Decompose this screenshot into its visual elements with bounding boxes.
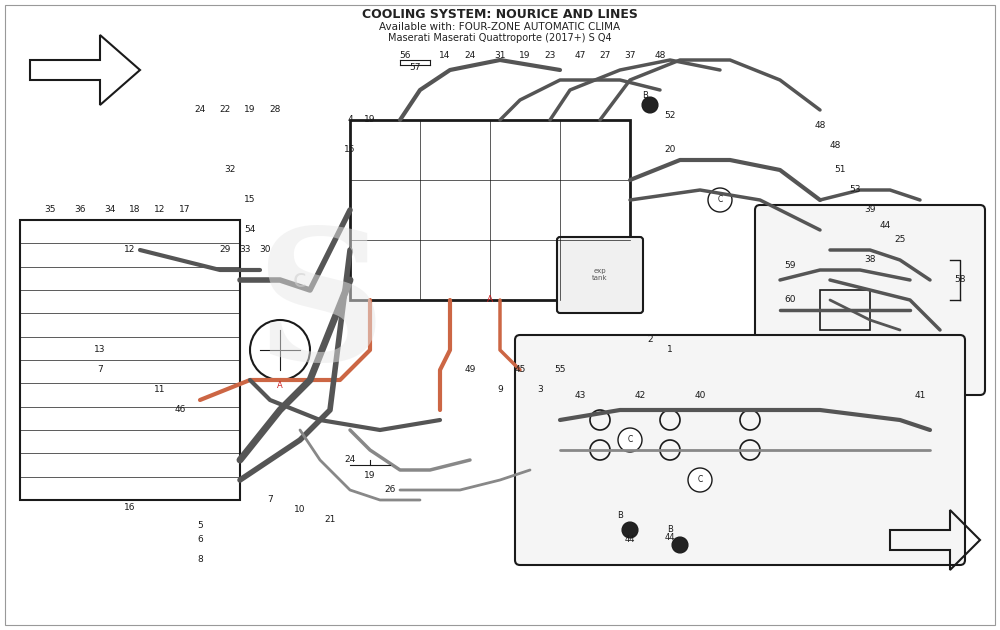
Text: 8: 8 [197,556,203,564]
Text: 30: 30 [259,246,271,255]
Text: C: C [697,476,703,484]
Text: 15: 15 [244,195,256,205]
Text: 13: 13 [94,345,106,355]
Text: c: c [293,268,307,292]
Text: 47: 47 [574,50,586,59]
Text: 55: 55 [554,365,566,374]
Text: Available with: FOUR-ZONE AUTOMATIC CLIMA: Available with: FOUR-ZONE AUTOMATIC CLIM… [379,22,621,32]
Text: C: C [627,435,633,445]
Circle shape [618,428,642,452]
Text: 40: 40 [694,391,706,399]
Text: 38: 38 [864,256,876,265]
Text: 27: 27 [599,50,611,59]
Text: 18: 18 [129,205,141,214]
Text: 4: 4 [347,115,353,125]
Text: 19: 19 [244,105,256,115]
Text: 21: 21 [324,515,336,525]
Text: COOLING SYSTEM: NOURICE AND LINES: COOLING SYSTEM: NOURICE AND LINES [362,8,638,21]
Text: 59: 59 [784,260,796,270]
Circle shape [688,468,712,492]
Circle shape [708,188,732,212]
Text: 53: 53 [849,185,861,195]
Text: 24: 24 [464,50,476,59]
Text: 23: 23 [544,50,556,59]
Text: 29: 29 [219,246,231,255]
Text: 20: 20 [664,146,676,154]
Text: 56: 56 [399,50,411,59]
Text: 42: 42 [634,391,646,399]
Text: 35: 35 [44,205,56,214]
Text: Maserati Maserati Quattroporte (2017+) S Q4: Maserati Maserati Quattroporte (2017+) S… [388,33,612,43]
Text: 49: 49 [464,365,476,374]
Text: 17: 17 [179,205,191,214]
Text: 6: 6 [197,536,203,544]
Text: 31: 31 [494,50,506,59]
Text: B: B [617,510,623,520]
Text: 44: 44 [625,536,635,544]
Text: 51: 51 [834,166,846,175]
Text: 34: 34 [104,205,116,214]
Text: exp
tank: exp tank [592,268,608,282]
Text: 36: 36 [74,205,86,214]
FancyBboxPatch shape [755,205,985,395]
Text: 37: 37 [624,50,636,59]
Text: 39: 39 [864,205,876,214]
Bar [20,220,240,500]
Text: 58: 58 [954,275,966,285]
Text: 5: 5 [197,520,203,529]
Text: 19: 19 [519,50,531,59]
Text: 19: 19 [364,115,376,125]
FancyBboxPatch shape [515,335,965,565]
Text: A: A [277,381,283,389]
Text: 26: 26 [384,486,396,495]
Text: 9: 9 [497,386,503,394]
Text: 10: 10 [294,505,306,515]
Text: 19: 19 [364,471,376,479]
Text: 33: 33 [239,246,251,255]
Circle shape [672,537,688,553]
Text: 48: 48 [829,140,841,149]
Bar [820,290,870,330]
Text: 41: 41 [914,391,926,399]
Text: 28: 28 [269,105,281,115]
Text: 7: 7 [97,365,103,374]
Text: 60: 60 [784,295,796,304]
Text: 14: 14 [439,50,451,59]
Text: 48: 48 [654,50,666,59]
Text: 11: 11 [154,386,166,394]
Text: 43: 43 [574,391,586,399]
FancyBboxPatch shape [557,237,643,313]
Text: C: C [717,195,723,205]
Bar [350,120,630,300]
Text: 24: 24 [194,105,206,115]
Text: 7: 7 [267,496,273,505]
Text: 32: 32 [224,166,236,175]
Text: 44: 44 [665,534,675,542]
Text: S: S [255,222,385,398]
Text: 44: 44 [879,220,891,229]
Text: 16: 16 [124,503,136,512]
Circle shape [622,522,638,538]
Text: 45: 45 [514,365,526,374]
Text: 25: 25 [894,236,906,244]
Text: A: A [487,295,493,304]
Text: 1: 1 [667,345,673,355]
Text: 15: 15 [344,146,356,154]
Text: 54: 54 [244,226,256,234]
Circle shape [642,97,658,113]
Text: 24: 24 [344,455,356,464]
Text: 48: 48 [814,120,826,130]
Text: 57: 57 [409,62,421,71]
Text: 12: 12 [154,205,166,214]
Text: 12: 12 [124,246,136,255]
Text: B: B [667,525,673,534]
Text: 2: 2 [647,336,653,345]
Text: 22: 22 [219,105,231,115]
Text: 46: 46 [174,406,186,415]
Text: 52: 52 [664,110,676,120]
Text: B: B [642,91,648,100]
Text: 3: 3 [537,386,543,394]
